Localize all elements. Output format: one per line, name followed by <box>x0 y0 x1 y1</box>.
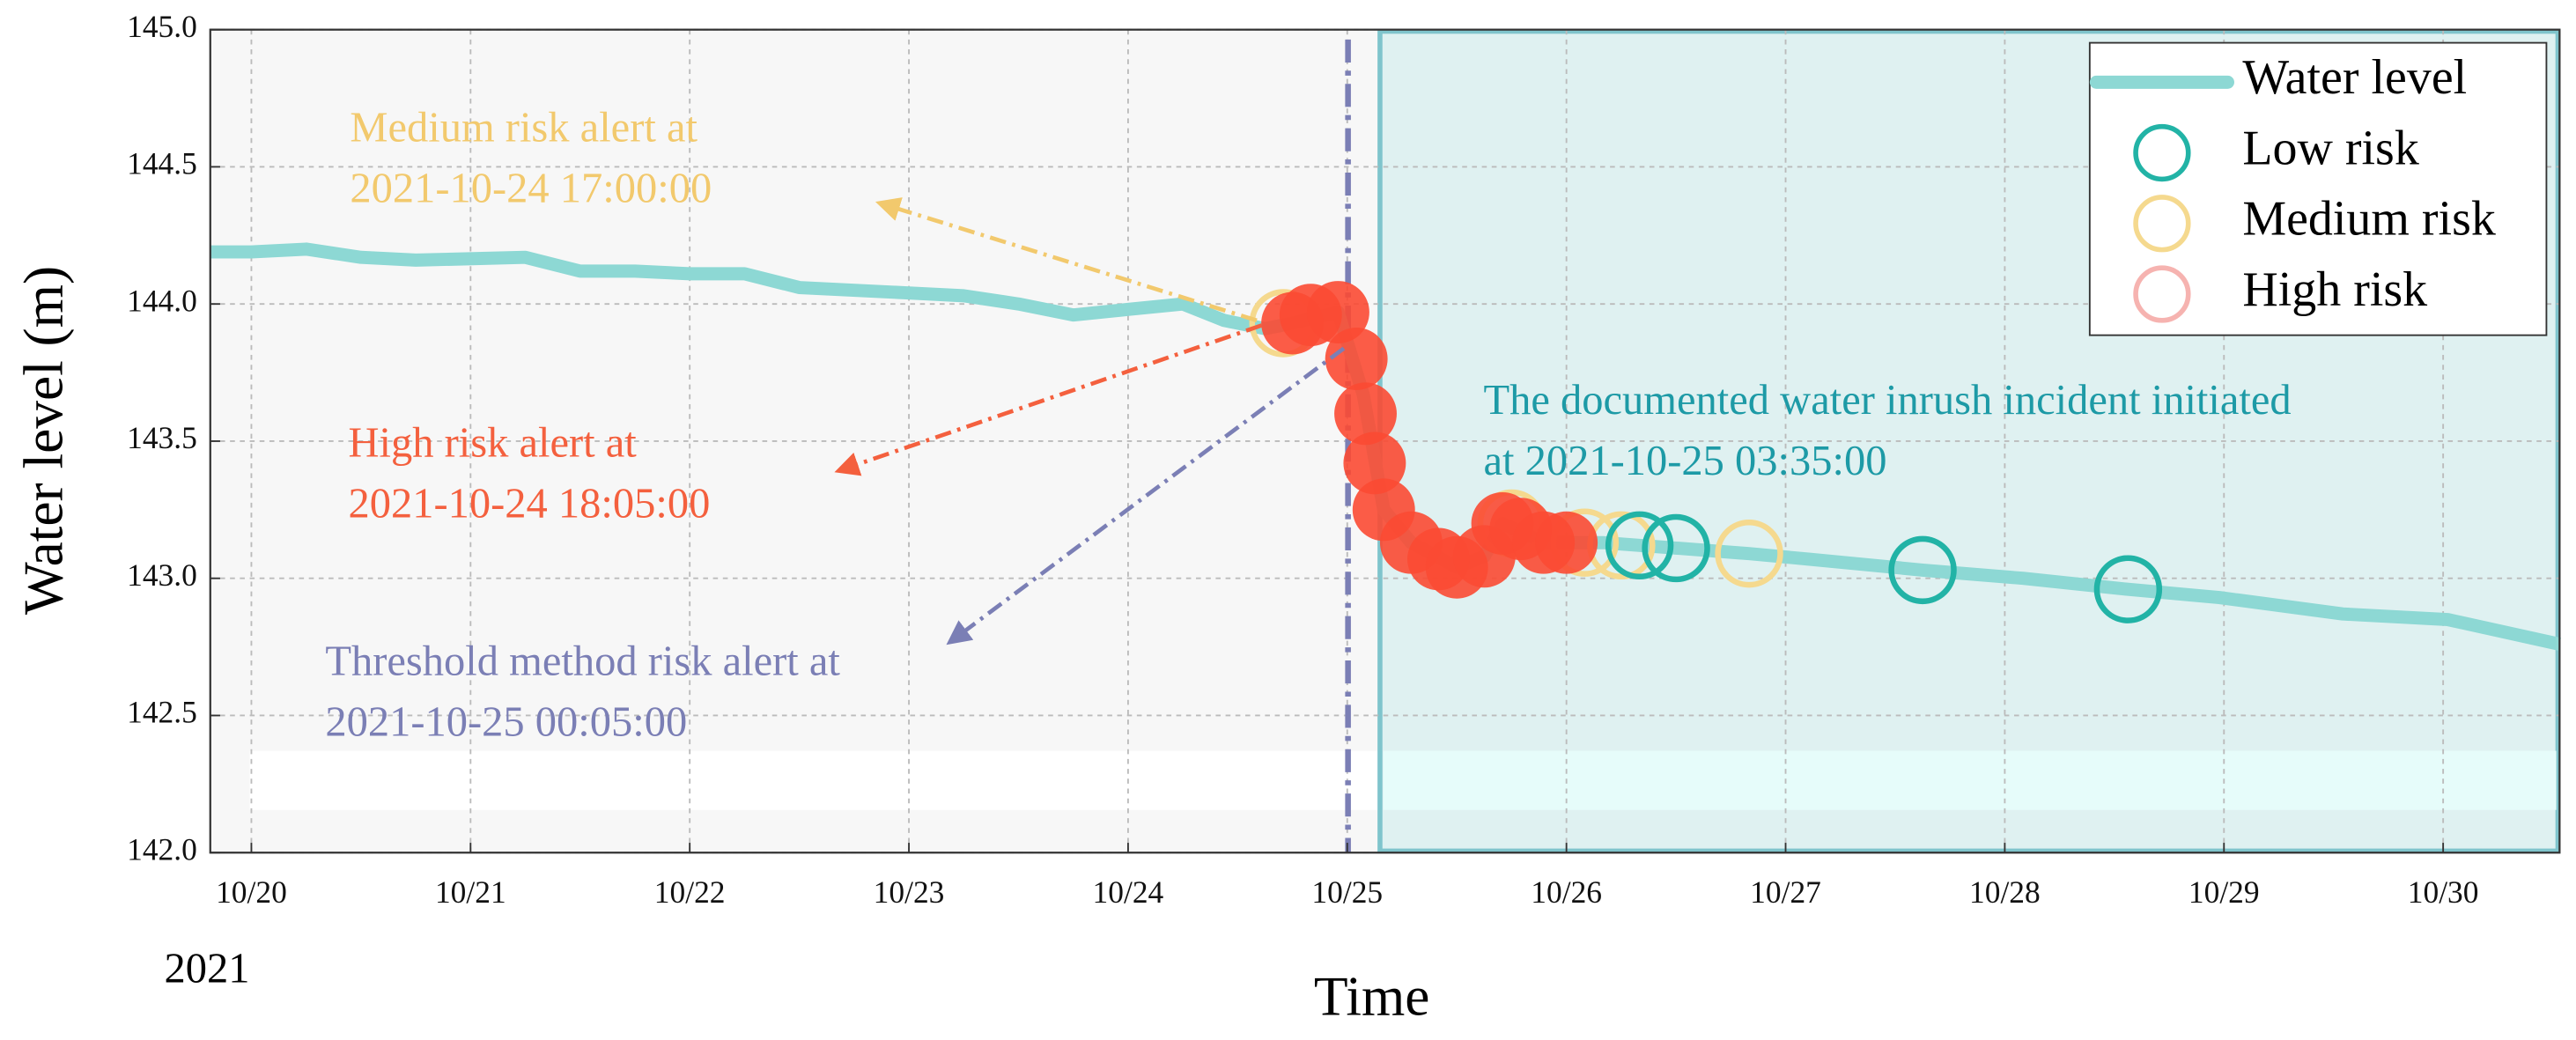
legend-label: Low risk <box>2242 121 2419 175</box>
annotation-text: Medium risk alert at <box>350 104 698 151</box>
legend-box <box>2088 41 2548 336</box>
y-tick-label: 143.0 <box>127 557 197 593</box>
risk-marker <box>1535 511 1598 574</box>
x-tick-label: 10/25 <box>1311 874 1383 910</box>
y-tick-label: 144.0 <box>127 283 197 318</box>
risk-marker <box>1343 431 1406 495</box>
annotation-arrow <box>946 346 1346 645</box>
risk-marker <box>1605 511 1674 580</box>
legend-label: High risk <box>2242 262 2427 317</box>
legend-label: Medium risk <box>2242 192 2496 247</box>
risk-marker <box>1325 328 1388 390</box>
annotation-text: at 2021-10-25 03:35:00 <box>1483 438 1886 484</box>
annotation-arrow <box>834 323 1263 476</box>
risk-marker <box>1888 535 1957 605</box>
y-tick-label: 145.0 <box>127 9 197 44</box>
x-tick-label: 10/30 <box>2408 874 2479 910</box>
x-tick-label: 10/27 <box>1750 874 1821 910</box>
annotation-text: 2021-10-25 00:05:00 <box>325 699 687 746</box>
x-tick-label: 10/26 <box>1531 874 1602 910</box>
annotation-text: The documented water inrush incident ini… <box>1483 377 2291 424</box>
light-band <box>249 750 1380 810</box>
x-tick-label: 10/28 <box>1969 874 2041 910</box>
x-tick-label: 10/29 <box>2188 874 2260 910</box>
risk-marker <box>1715 519 1783 588</box>
y-tick-label: 144.5 <box>127 146 197 181</box>
y-tick-label: 143.5 <box>127 420 197 455</box>
risk-marker <box>1642 513 1710 583</box>
legend-swatch <box>2133 265 2191 323</box>
x-tick-label: 10/20 <box>216 874 287 910</box>
legend-swatch <box>2133 123 2191 182</box>
x-year-label: 2021 <box>165 946 250 992</box>
y-tick-label: 142.0 <box>127 831 197 867</box>
incident-band <box>1383 750 2557 810</box>
x-tick-label: 10/24 <box>1093 874 1164 910</box>
annotation-text: High risk alert at <box>348 420 637 467</box>
risk-marker <box>2093 555 2163 623</box>
y-axis-label: Water level (m) <box>12 266 75 615</box>
annotation-text: Threshold method risk alert at <box>325 638 840 685</box>
x-tick-label: 10/22 <box>654 874 726 910</box>
annotation-text: 2021-10-24 17:00:00 <box>350 165 712 211</box>
legend-swatch <box>2133 195 2191 253</box>
x-tick-label: 10/21 <box>435 874 506 910</box>
x-axis-label: Time <box>1314 965 1430 1028</box>
legend-label: Water level <box>2242 50 2467 105</box>
y-tick-label: 142.5 <box>127 695 197 730</box>
x-tick-label: 10/23 <box>874 874 945 910</box>
annotation-text: 2021-10-24 18:05:00 <box>348 481 710 527</box>
risk-marker <box>1334 382 1397 446</box>
